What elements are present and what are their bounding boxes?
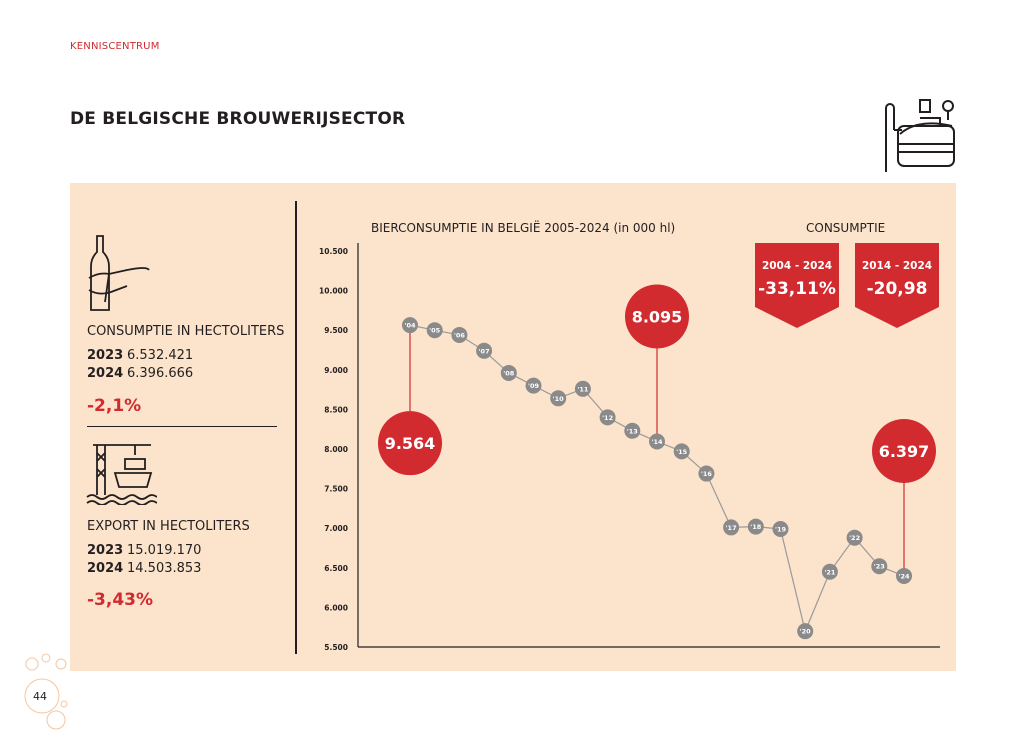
y-tick-label: 8.000: [324, 445, 348, 454]
y-tick-label: 7.000: [324, 524, 348, 533]
consumption-label: CONSUMPTIE IN HECTOLITERS: [87, 324, 285, 339]
x-tick-label: '09: [528, 382, 540, 390]
data-point: [500, 364, 517, 381]
x-tick-label: '21: [824, 568, 836, 576]
data-point: [624, 422, 641, 439]
x-tick-label: '06: [454, 331, 466, 339]
x-tick-label: '11: [577, 385, 589, 393]
consumptie-title: CONSUMPTIE: [806, 221, 886, 235]
data-point: [871, 558, 888, 575]
x-tick-label: '17: [726, 524, 737, 532]
page-title: DE BELGISCHE BROUWERIJSECTOR: [70, 109, 406, 129]
data-point: [402, 317, 418, 334]
export-row-2024: 2024 14.503.853: [87, 561, 202, 576]
x-tick-label: '16: [701, 470, 713, 478]
page-number: 44: [33, 690, 47, 703]
consumption-row-2024: 2024 6.396.666: [87, 366, 194, 381]
data-point: [797, 623, 814, 640]
callout-label: 9.564: [385, 434, 436, 453]
data-point: [550, 390, 567, 407]
export-row-2023: 2023 15.019.170: [87, 543, 202, 558]
x-tick-label: '12: [602, 414, 613, 422]
consumption-row-2023: 2023 6.532.421: [87, 348, 194, 363]
callout-circle: [378, 411, 442, 476]
vertical-divider: [295, 201, 297, 654]
data-point: [698, 465, 715, 482]
x-tick-label: '15: [676, 448, 688, 456]
data-point: [896, 567, 912, 584]
data-point: [599, 409, 616, 426]
x-tick-label: '20: [800, 628, 812, 636]
y-tick-label: 8.500: [324, 405, 348, 414]
consumptie-badge-2014-2024: 2014 - 2024 -20,98: [855, 243, 939, 328]
data-point: [525, 377, 542, 394]
y-tick-label: 10.000: [319, 287, 348, 296]
y-tick-label: 9.000: [324, 366, 348, 375]
export-label: EXPORT IN HECTOLITERS: [87, 519, 250, 534]
x-tick-label: '23: [874, 563, 885, 571]
y-tick-label: 10.500: [319, 247, 348, 256]
data-point: [723, 519, 740, 536]
bubbles-decoration: [24, 653, 68, 730]
x-tick-label: '08: [503, 369, 515, 377]
x-tick-label: '19: [775, 525, 787, 533]
y-tick-label: 6.000: [324, 603, 348, 612]
callout-circle: [872, 418, 936, 483]
x-tick-label: '10: [553, 395, 565, 403]
x-tick-label: '22: [849, 534, 860, 542]
section-label: KENNISCENTRUM: [70, 41, 160, 52]
data-point: [574, 380, 591, 397]
consumption-change: -2,1%: [87, 396, 142, 416]
data-point: [426, 322, 443, 339]
x-tick-label: '04: [404, 322, 416, 330]
x-tick-label: '05: [429, 327, 441, 335]
y-tick-label: 5.500: [324, 643, 348, 652]
data-point: [747, 518, 764, 535]
harbour-crane-ship-icon: [86, 444, 157, 505]
x-tick-label: '14: [651, 438, 663, 446]
horizontal-divider: [87, 426, 277, 427]
callout-label: 6.397: [879, 442, 930, 461]
hand-bottle-icon: [88, 235, 150, 311]
data-point: [451, 326, 468, 343]
x-tick-label: '07: [479, 347, 490, 355]
data-point: [673, 443, 690, 460]
y-tick-label: 6.500: [324, 564, 348, 573]
callout-label: 8.095: [632, 307, 683, 326]
brewing-kettle-icon: [885, 99, 955, 172]
consumptie-badge-2004-2024: 2004 - 2024 -33,11%: [755, 243, 839, 328]
data-point: [821, 563, 838, 580]
data-point: [846, 529, 863, 546]
callout-circle: [625, 284, 689, 349]
data-point: [649, 433, 665, 450]
data-point: [772, 520, 789, 537]
x-tick-label: '18: [750, 523, 762, 531]
chart-title: BIERCONSUMPTIE IN BELGIË 2005-2024 (in 0…: [371, 221, 676, 235]
export-change: -3,43%: [87, 590, 154, 610]
y-tick-label: 9.500: [324, 326, 348, 335]
y-tick-label: 7.500: [324, 485, 348, 494]
data-point: [476, 342, 493, 359]
x-tick-label: '24: [898, 572, 910, 580]
x-tick-label: '13: [627, 427, 638, 435]
